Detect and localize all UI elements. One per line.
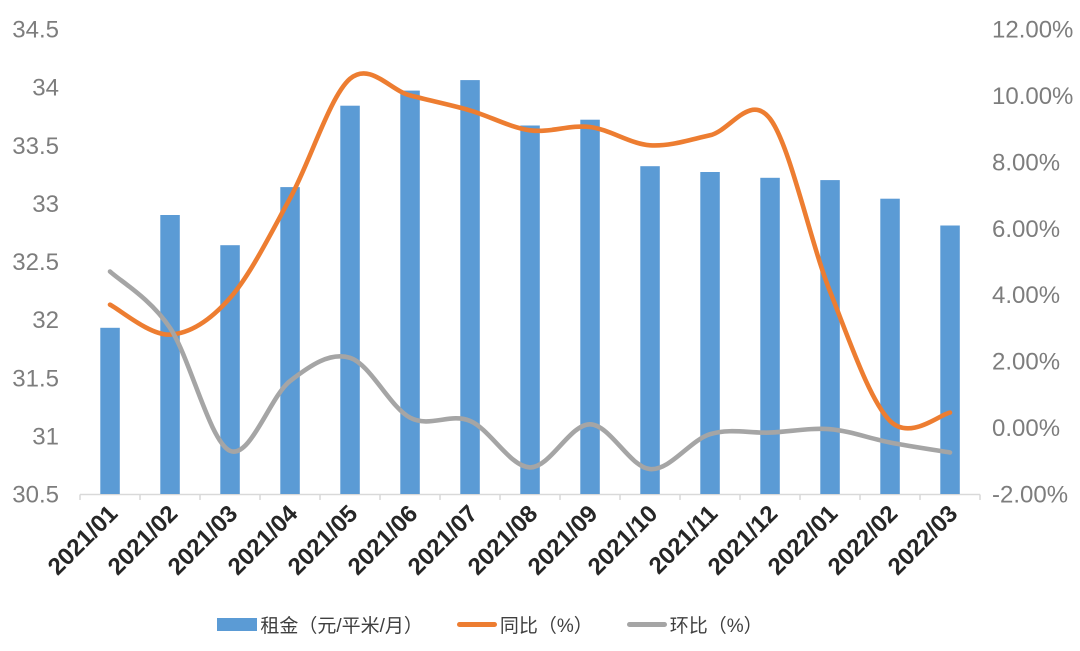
legend-label-yoy: 同比（%） [499, 616, 593, 637]
bar [700, 172, 720, 494]
right-tick-label: 2.00% [992, 349, 1060, 376]
right-tick-label: -2.00% [992, 482, 1068, 509]
yoy-line [107, 71, 953, 431]
left-tick-label: 34 [32, 75, 59, 102]
left-tick-label: 32.5 [12, 249, 59, 276]
left-tick-label: 31.5 [12, 365, 59, 392]
bar [460, 80, 480, 494]
left-tick-label: 32 [32, 307, 59, 334]
left-axis-labels: 34.5 34 33.5 33 32.5 32 31.5 31 30.5 [12, 17, 59, 509]
left-tick-label: 30.5 [12, 482, 59, 509]
left-tick-label: 33 [32, 191, 59, 218]
bar [520, 125, 540, 494]
left-tick-label: 33.5 [12, 133, 59, 160]
right-tick-label: 12.00% [992, 17, 1073, 44]
x-axis-line [79, 493, 981, 500]
bar [280, 187, 300, 494]
legend: 租金（元/平米/月） 同比（%） 环比（%） [0, 611, 980, 638]
bar [760, 177, 780, 495]
bar [640, 166, 660, 494]
right-axis-labels: 12.00% 10.00% 8.00% 6.00% 4.00% 2.00% 0.00% -2.… [992, 17, 1073, 509]
bar [820, 180, 840, 494]
legend-item-mom: 环比（%） [626, 611, 763, 638]
bar [160, 215, 180, 494]
rent-bar-series [100, 80, 960, 495]
bar [580, 119, 600, 494]
left-tick-label: 34.5 [12, 17, 59, 44]
bar [400, 90, 420, 494]
bar [100, 327, 120, 494]
mom-line-swatch [626, 622, 667, 627]
right-tick-label: 10.00% [992, 83, 1073, 110]
legend-item-yoy: 同比（%） [456, 611, 593, 638]
bar [220, 245, 240, 494]
bar [940, 225, 960, 494]
rent-bar-swatch [217, 618, 258, 631]
x-axis-labels: 2021/012021/022021/032021/042021/052021/… [43, 500, 963, 581]
right-tick-label: 4.00% [992, 282, 1060, 309]
legend-label-rent: 租金（元/平米/月） [260, 616, 423, 637]
legend-label-mom: 环比（%） [669, 616, 763, 637]
mom-line [107, 269, 953, 472]
left-tick-label: 31 [32, 423, 59, 450]
yoy-line-swatch [456, 622, 497, 627]
right-tick-label: 6.00% [992, 216, 1060, 243]
bar [340, 105, 360, 494]
right-tick-label: 8.00% [992, 149, 1060, 176]
right-tick-label: 0.00% [992, 415, 1060, 442]
bar [880, 198, 900, 494]
legend-item-rent: 租金（元/平米/月） [217, 611, 423, 638]
